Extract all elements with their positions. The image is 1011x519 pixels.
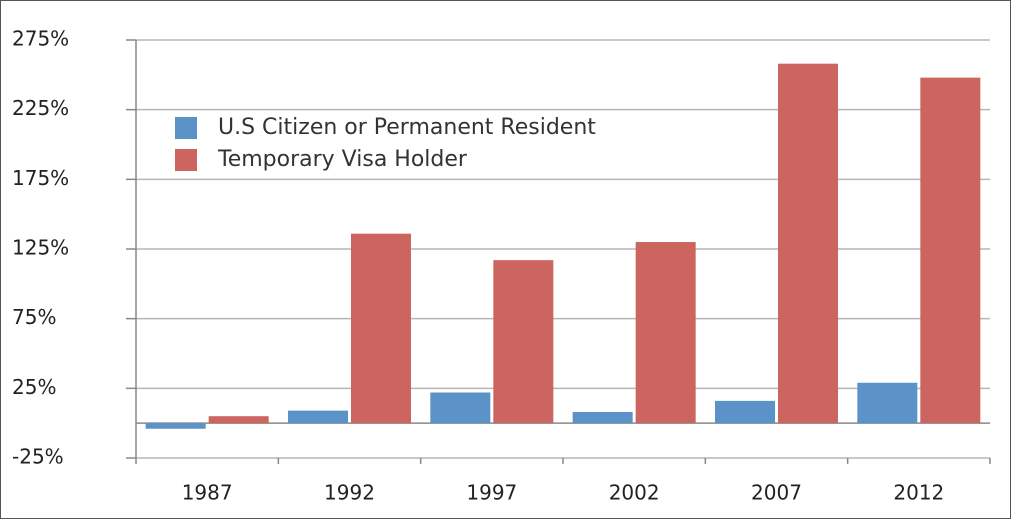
x-tick-label: 1992	[324, 481, 375, 505]
bar	[288, 410, 348, 424]
bar	[920, 77, 981, 424]
bar	[635, 242, 696, 424]
y-tick-label: 125%	[12, 236, 69, 260]
y-tick-label: 225%	[12, 96, 69, 120]
bar	[145, 423, 206, 429]
bar	[778, 63, 838, 424]
x-tick-label: 1987	[182, 481, 233, 505]
legend-swatch	[175, 149, 197, 171]
y-tick-label: 25%	[12, 375, 56, 399]
bar	[572, 412, 633, 424]
bar	[430, 392, 491, 424]
y-tick-label: 275%	[12, 27, 69, 51]
x-tick-label: 1997	[466, 481, 517, 505]
legend-label: Temporary Visa Holder	[217, 147, 468, 172]
bar	[493, 260, 554, 424]
x-tick-label: 2007	[751, 481, 802, 505]
bar	[857, 382, 918, 424]
legend-label: U.S Citizen or Permanent Resident	[218, 115, 596, 140]
bar	[715, 400, 775, 424]
legend-swatch	[175, 117, 197, 139]
x-tick-label: 2002	[609, 481, 660, 505]
y-tick-label: 75%	[12, 305, 56, 329]
y-tick-label: -25%	[12, 445, 64, 469]
x-tick-label: 2012	[893, 481, 944, 505]
bar	[208, 416, 269, 424]
bar	[351, 233, 411, 424]
y-tick-label: 175%	[12, 166, 69, 190]
